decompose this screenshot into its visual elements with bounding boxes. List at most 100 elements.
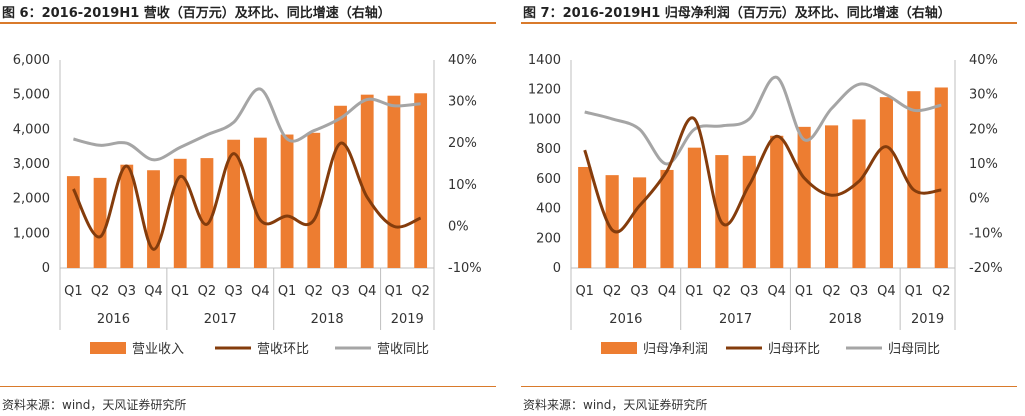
x-tick-label: Q3: [331, 284, 350, 299]
legend-label: 营业收入: [132, 342, 184, 357]
x-tick-label: Q2: [822, 284, 841, 299]
x-tick-label: Q1: [278, 284, 297, 299]
bar: [93, 177, 107, 268]
y-tick-label-left: 800: [536, 142, 561, 157]
bar: [200, 158, 214, 268]
x-tick-label: Q2: [932, 284, 951, 299]
x-group-label: 2016: [97, 312, 130, 327]
bar: [934, 87, 948, 268]
x-tick-label: Q1: [171, 284, 190, 299]
chart-panel-right: 图 7：2016-2019H1 归母净利润（百万元）及环比、同比增速（右轴） 1…: [521, 0, 1017, 416]
chart-panel-left: 图 6：2016-2019H1 营收（百万元）及环比、同比增速（右轴） 6,00…: [0, 0, 496, 416]
bar: [360, 94, 374, 269]
y-tick-label-right: 30%: [969, 88, 998, 103]
revenue-chart: 6,000 5,000 4,000 3,000 2,000 1,000 0 40% 30% 20%…: [13, 53, 482, 357]
x-group-label: 2018: [829, 312, 862, 327]
source-rule: [521, 386, 1017, 387]
source-rule: [0, 386, 496, 387]
y-tick-label-left: 1200: [528, 83, 561, 98]
bar: [852, 119, 866, 268]
x-tick-label: Q1: [575, 284, 594, 299]
bar: [907, 91, 921, 268]
y-tick-label-left: 400: [536, 202, 561, 217]
legend-label: 营收环比: [257, 342, 309, 357]
x-group-label: 2017: [204, 312, 237, 327]
title-rule: [521, 22, 1017, 24]
y-tick-label-right: -10%: [448, 261, 482, 276]
x-group-label: 2019: [911, 312, 944, 327]
y-tick-label-left: 5,000: [13, 88, 50, 103]
x-tick-label: Q2: [91, 284, 110, 299]
x-tick-label: Q1: [385, 284, 404, 299]
y-tick-label-right: 0%: [969, 192, 990, 207]
legend-label: 归母净利润: [643, 342, 708, 357]
bar: [173, 158, 187, 268]
legend-label: 营收同比: [377, 342, 429, 357]
x-tick-label: Q3: [850, 284, 869, 299]
y-tick-label-left: 0: [553, 261, 561, 276]
bar: [742, 155, 756, 268]
bar: [687, 147, 702, 268]
y-tick-label-left: 600: [536, 172, 561, 187]
figure-title: 图 7：2016-2019H1 归母净利润（百万元）及环比、同比增速（右轴）: [523, 6, 951, 21]
x-group-label: 2017: [719, 312, 752, 327]
legend-label: 归母环比: [768, 342, 820, 357]
bar: [387, 95, 401, 268]
series-line-mom: [583, 116, 942, 234]
bar: [578, 166, 592, 268]
x-tick-label: Q2: [713, 284, 732, 299]
x-tick-label: Q4: [658, 284, 677, 299]
x-tick-label: Q3: [630, 284, 649, 299]
y-tick-label-left: 3,000: [13, 157, 50, 172]
source-note: 资料来源：wind，天风证券研究所: [2, 398, 187, 412]
y-tick-label-right: 10%: [448, 178, 477, 193]
y-tick-label-right: 0%: [448, 219, 469, 234]
bar: [715, 155, 729, 268]
y-tick-label-left: 2,000: [13, 192, 50, 207]
legend-swatch-bar: [601, 342, 637, 354]
x-tick-label: Q2: [198, 284, 217, 299]
source-note: 资料来源：wind，天风证券研究所: [523, 398, 708, 412]
bar: [227, 139, 241, 268]
figure-title: 图 6：2016-2019H1 营收（百万元）及环比、同比增速（右轴）: [2, 6, 391, 21]
x-tick-label: Q1: [685, 284, 704, 299]
x-tick-label: Q3: [118, 284, 137, 299]
y-tick-label-left: 1000: [528, 112, 561, 127]
bar: [280, 134, 294, 268]
x-tick-label: Q2: [305, 284, 324, 299]
bar: [605, 175, 619, 268]
x-tick-label: Q1: [905, 284, 924, 299]
title-rule: [0, 22, 496, 24]
y-tick-label-right: -10%: [969, 226, 1003, 241]
bar: [334, 105, 347, 268]
net-profit-chart: 1400 1200 1000 800 600 400 200 0 40% 30% 20% 10% 0% -…: [528, 53, 1003, 357]
y-tick-label-right: 20%: [448, 136, 477, 151]
x-tick-label: Q2: [603, 284, 622, 299]
bar: [307, 132, 321, 268]
x-tick-label: Q4: [358, 284, 377, 299]
x-group-label: 2019: [391, 312, 424, 327]
x-tick-label: Q4: [877, 284, 896, 299]
x-tick-label: Q4: [144, 284, 163, 299]
x-tick-label: Q3: [224, 284, 243, 299]
y-tick-label-left: 6,000: [13, 53, 50, 68]
y-tick-label-left: 200: [536, 231, 561, 246]
y-tick-label-right: 20%: [969, 122, 998, 137]
y-tick-label-left: 0: [42, 261, 50, 276]
bar: [879, 97, 894, 269]
y-tick-label-right: 40%: [969, 53, 998, 68]
x-tick-label: Q4: [767, 284, 786, 299]
y-tick-label-right: 30%: [448, 95, 477, 110]
y-tick-label-right: -20%: [969, 261, 1003, 276]
bar: [770, 135, 784, 268]
bar: [414, 93, 428, 268]
series-line-mom: [72, 141, 422, 251]
legend-swatch-bar: [90, 342, 126, 354]
series-line-yoy: [73, 87, 421, 162]
x-tick-label: Q1: [64, 284, 83, 299]
y-tick-label-left: 1400: [528, 53, 561, 68]
bar: [147, 170, 160, 268]
y-tick-label-left: 1,000: [13, 226, 50, 241]
legend-label: 归母同比: [888, 342, 940, 357]
bar: [632, 177, 647, 268]
